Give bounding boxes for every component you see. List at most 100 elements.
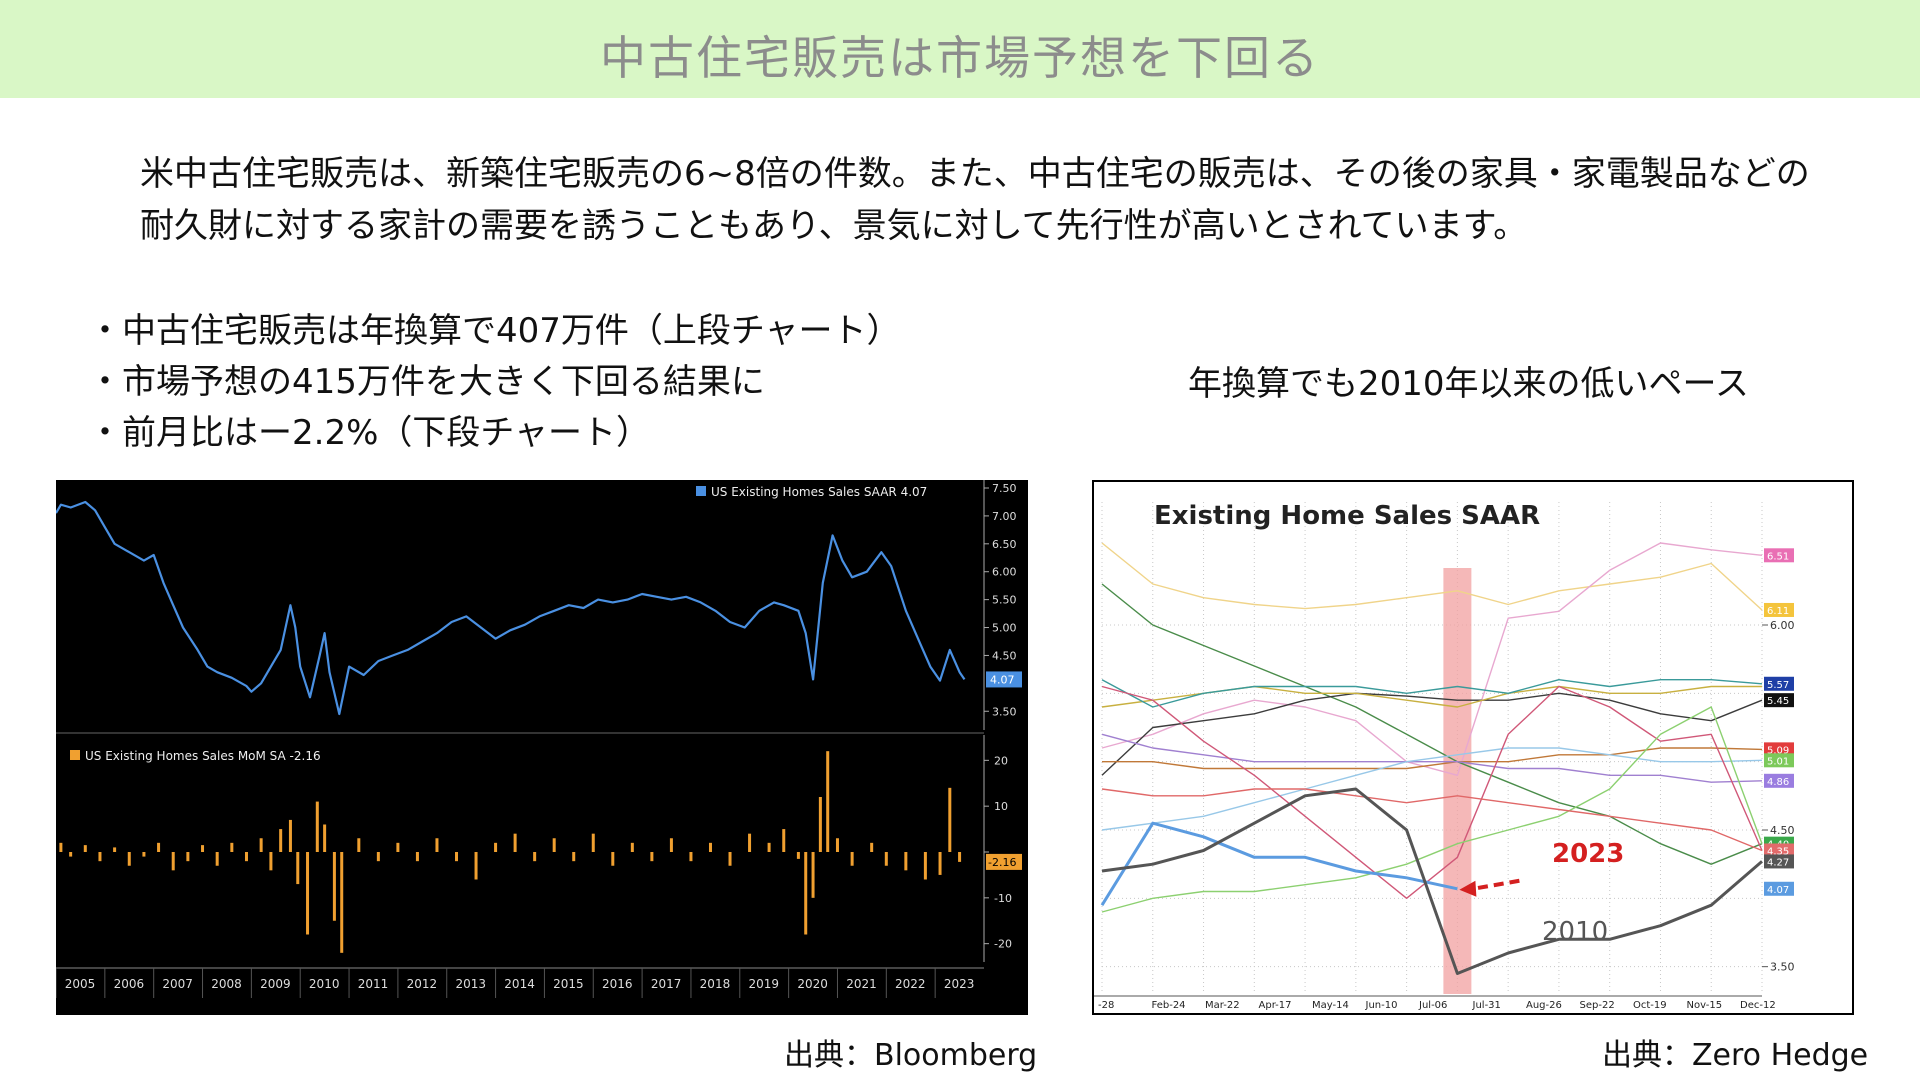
mom-bar (804, 852, 808, 935)
year-series-line (1101, 706, 1763, 913)
mom-bar (296, 852, 300, 885)
x-tick-label: 2018 (700, 977, 731, 991)
x-tick-label: 2019 (749, 977, 780, 991)
year-series-line (1101, 692, 1763, 776)
chart-title: Existing Home Sales SAAR (1154, 501, 1540, 531)
mom-bar (332, 852, 336, 921)
mom-bar (708, 842, 712, 852)
intro-paragraph: 米中古住宅販売は、新築住宅販売の6~8倍の件数。また、中古住宅の販売は、その後の… (140, 148, 1860, 252)
mom-bar (157, 842, 161, 852)
y-tick-label: 4.50 (992, 649, 1017, 662)
y-tick-label: 3.50 (1770, 961, 1795, 974)
end-value-badge (1764, 602, 1794, 617)
bullet-list: ・中古住宅販売は年換算で407万件（上段チャート） ・市場予想の415万件を大き… (88, 306, 901, 459)
x-tick-label: 2015 (553, 977, 584, 991)
source-bloomberg: 出典：Bloomberg (784, 1038, 1038, 1073)
page-title: 中古住宅販売は市場予想を下回る (600, 31, 1320, 85)
end-value-badge (1764, 881, 1794, 896)
mom-bar (796, 852, 800, 859)
mom-bar (186, 852, 190, 862)
mom-bar (782, 829, 786, 852)
mom-bar (98, 852, 102, 862)
mom-bar (113, 847, 117, 852)
y-tick-label: 3.50 (992, 705, 1017, 718)
bullet-item: ・中古住宅販売は年換算で407万件（上段チャート） (88, 311, 901, 351)
y-tick-label: 5.00 (992, 622, 1017, 635)
mom-bar (357, 838, 361, 852)
last-value-label: 4.07 (990, 673, 1015, 686)
end-value-badge (1764, 843, 1794, 858)
mom-bar (127, 852, 131, 866)
intro-line: 耐久財に対する家計の需要を誘うこともあり、景気に対して先行性が高いとされています… (140, 206, 1528, 246)
mom-bar (69, 852, 73, 857)
end-value-label: 6.11 (1767, 606, 1789, 617)
x-tick-label: 2022 (895, 977, 926, 991)
mom-bar (630, 842, 634, 852)
end-value-label: 4.07 (1767, 885, 1789, 896)
end-value-badge (1764, 548, 1794, 563)
mom-bar (455, 852, 459, 862)
y-tick-label: -20 (994, 938, 1012, 951)
x-tick-label: -28 (1098, 1000, 1114, 1011)
year-series-line (1101, 542, 1763, 776)
y-tick-label: 6.50 (992, 538, 1017, 551)
x-tick-label: 2008 (211, 977, 242, 991)
mom-bar (591, 833, 595, 852)
mom-bar (435, 838, 439, 852)
legend-label: US Existing Homes Sales SAAR 4.07 (711, 485, 927, 499)
mom-bar (835, 838, 839, 852)
mom-bar (288, 819, 292, 852)
mom-bar (494, 842, 498, 852)
year-series-line (1101, 787, 1763, 975)
right-chart-heading: 年換算でも2010年以来の低いペース (1188, 364, 1749, 404)
mom-bar (552, 838, 556, 852)
end-value-badge (1764, 773, 1794, 788)
mom-bar (415, 852, 419, 862)
legend-label: US Existing Homes Sales MoM SA -2.16 (85, 749, 321, 763)
last-value-badge (986, 853, 1022, 870)
y-tick-label: -10 (994, 892, 1012, 905)
x-tick-label: Feb-24 (1152, 1000, 1186, 1011)
bloomberg-chart-svg: 7.50 7.00 6.50 6.00 5.50 5.00 4.50 3.50 US Exist… (55, 480, 1022, 998)
mom-bar (315, 801, 319, 852)
zerohedge-chart: Existing Home Sales SAAR 6.00 4.50 3.50 6.51… (1092, 480, 1854, 1015)
x-tick-label: 2009 (260, 977, 291, 991)
x-tick-label: Aug-26 (1526, 1000, 1562, 1011)
mom-bar (958, 852, 962, 862)
x-tick-label: 2017 (651, 977, 682, 991)
mom-bar (244, 852, 248, 862)
zerohedge-chart-svg: Existing Home Sales SAAR 6.00 4.50 3.50 6.51… (1094, 501, 1795, 1011)
y-tick-label: 6.00 (1770, 619, 1795, 632)
x-tick-label: 2005 (65, 977, 96, 991)
mom-bar (650, 852, 654, 862)
end-value-label: 4.35 (1767, 847, 1789, 858)
end-value-badge (1764, 854, 1794, 869)
x-tick-label: 2006 (114, 977, 145, 991)
x-tick-label: Dec-12 (1740, 1000, 1776, 1011)
y-tick-label: 20 (994, 754, 1008, 767)
end-value-label: 4.27 (1767, 857, 1789, 868)
x-tick-label: 2023 (944, 977, 975, 991)
end-value-label: 6.51 (1767, 551, 1789, 562)
y-tick-label: 5.50 (992, 594, 1017, 607)
mom-bar (269, 852, 273, 871)
x-tick-label: 2020 (797, 977, 828, 991)
x-tick-label: Nov-15 (1687, 1000, 1723, 1011)
y-tick-label: 4.50 (1770, 824, 1795, 837)
end-value-label: 5.57 (1767, 680, 1789, 691)
mom-bar (767, 842, 771, 852)
mom-bar (728, 852, 732, 866)
end-value-label: 4.86 (1767, 777, 1789, 788)
mom-bar (948, 787, 952, 852)
x-tick-label: 2012 (407, 977, 438, 991)
x-tick-label: 2014 (504, 977, 535, 991)
mom-bar (811, 852, 815, 898)
x-tick-label: Apr-17 (1259, 1000, 1292, 1011)
x-tick-label: 2010 (309, 977, 340, 991)
mom-bar (396, 842, 400, 852)
y-tick-label: 6.00 (992, 566, 1017, 579)
intro-line: 米中古住宅販売は、新築住宅販売の6~8倍の件数。また、中古住宅の販売は、その後の… (140, 154, 1810, 194)
title-bar: 中古住宅販売は市場予想を下回る (0, 0, 1920, 98)
mom-bar (83, 845, 87, 852)
mom-bar (171, 852, 175, 871)
